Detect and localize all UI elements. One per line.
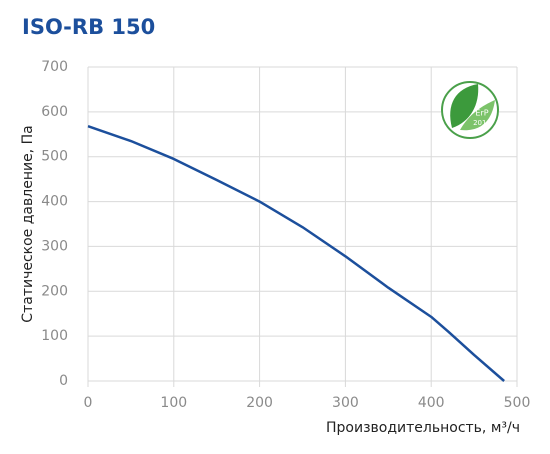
badge-year: 2018 xyxy=(473,119,491,127)
y-tick-label: 300 xyxy=(41,238,68,254)
x-tick-label: 200 xyxy=(246,395,273,411)
y-tick-label: 700 xyxy=(41,59,68,75)
x-tick-label: 400 xyxy=(418,395,445,411)
x-tick-label: 0 xyxy=(84,395,93,411)
erp-badge: ErP 2018 xyxy=(441,81,499,139)
badge-leaf xyxy=(460,100,495,131)
chart-title: ISO-RB 150 xyxy=(22,15,155,39)
line-series xyxy=(87,125,505,382)
x-axis-title: Производительность, м³/ч xyxy=(326,420,520,436)
y-tick-label: 400 xyxy=(41,194,68,210)
x-tick-label: 100 xyxy=(160,395,187,411)
y-tick-label: 600 xyxy=(41,104,68,120)
x-tick-label: 500 xyxy=(504,395,531,411)
x-tick-label: 300 xyxy=(332,395,359,411)
y-tick-label: 200 xyxy=(41,283,68,299)
y-tick-label: 100 xyxy=(41,328,68,344)
badge-label: ErP xyxy=(475,109,488,118)
y-axis-title: Статическое давление, Па xyxy=(20,125,36,322)
badge-leaf xyxy=(450,84,479,128)
y-tick-label: 500 xyxy=(41,149,68,165)
y-tick-label: 0 xyxy=(59,373,68,389)
